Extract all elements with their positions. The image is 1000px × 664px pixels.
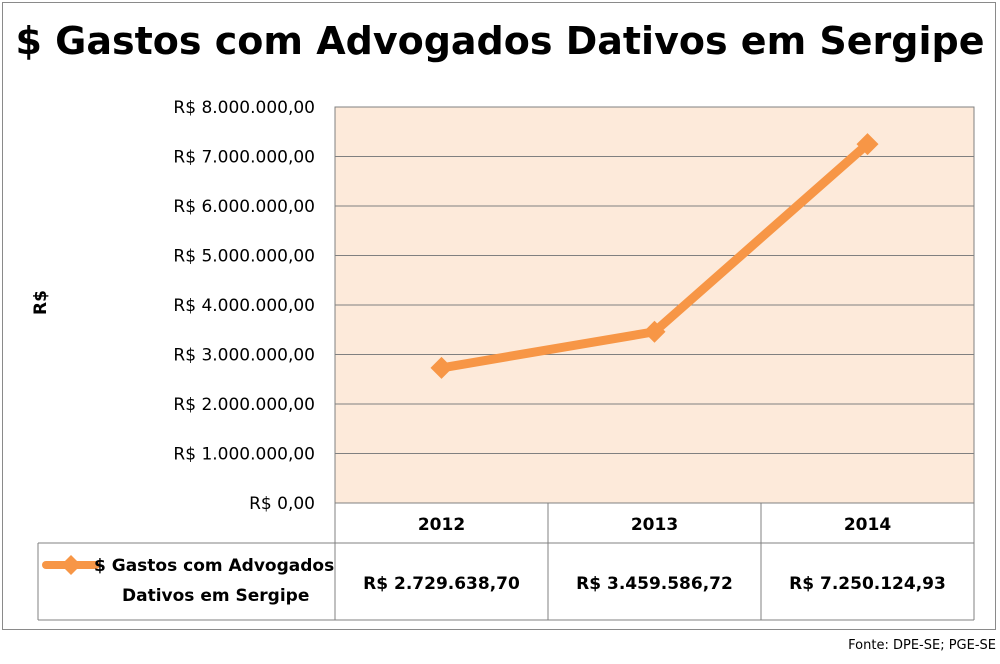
data-value-label: R$ 7.250.124,93	[789, 574, 946, 594]
y-tick-label: R$ 3.000.000,00	[173, 346, 315, 366]
y-tick-label: R$ 7.000.000,00	[173, 148, 315, 168]
data-value-label: R$ 3.459.586,72	[576, 574, 733, 594]
data-point	[856, 133, 879, 156]
y-tick-label: R$ 2.000.000,00	[173, 395, 315, 415]
data-point	[643, 320, 666, 343]
x-tick-label: 2014	[844, 515, 891, 535]
y-tick-label: R$ 4.000.000,00	[173, 296, 315, 316]
data-value-label: R$ 2.729.638,70	[363, 574, 520, 594]
legend-label: $ Gastos com Advogados	[94, 556, 334, 576]
legend-marker	[61, 555, 81, 575]
chart-title: $ Gastos com Advogados Dativos em Sergip…	[15, 19, 985, 63]
x-tick-label: 2012	[418, 515, 465, 535]
data-point	[430, 356, 453, 379]
x-tick-label: 2013	[631, 515, 678, 535]
y-tick-label: R$ 0,00	[249, 494, 315, 514]
legend-label: Dativos em Sergipe	[122, 586, 309, 606]
y-tick-label: R$ 6.000.000,00	[173, 197, 315, 217]
y-tick-label: R$ 8.000.000,00	[173, 98, 315, 118]
y-tick-label: R$ 1.000.000,00	[173, 445, 315, 465]
source-note: Fonte: DPE-SE; PGE-SE	[848, 638, 996, 653]
y-tick-label: R$ 5.000.000,00	[173, 247, 315, 267]
